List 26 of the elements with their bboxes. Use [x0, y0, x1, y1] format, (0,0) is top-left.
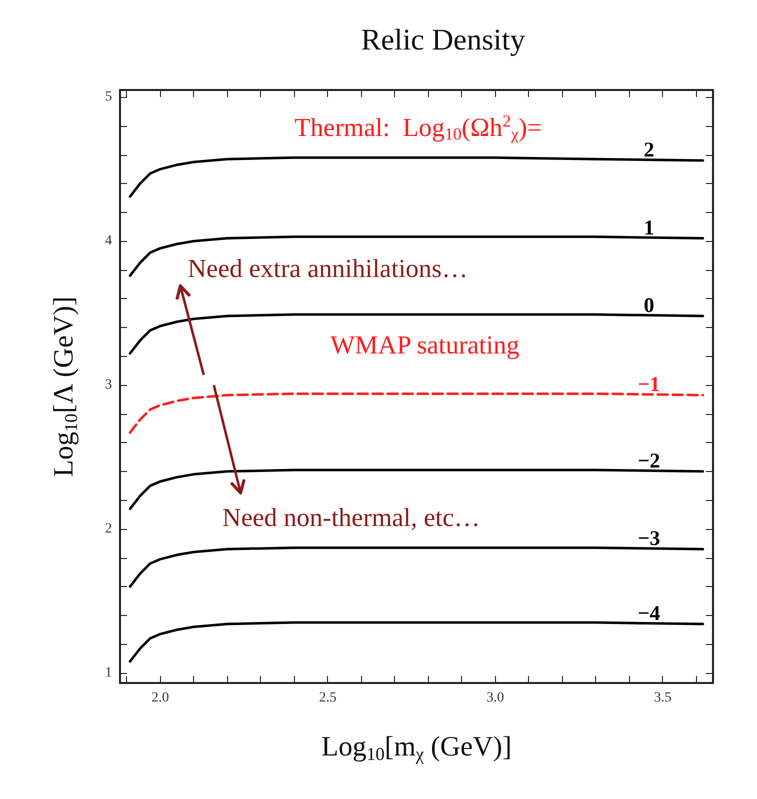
y-axis-title: Log10[Λ (GeV)] — [48, 296, 81, 477]
y-tick-label: 2 — [105, 521, 112, 536]
x-tick-label: 2.0 — [151, 690, 169, 706]
series-label: 1 — [644, 215, 654, 240]
series-label: −4 — [638, 600, 661, 625]
x-tick-label: 3.0 — [486, 690, 504, 706]
line-series — [128, 392, 704, 434]
annotation: Need non-thermal, etc… — [222, 502, 480, 532]
annotation: WMAP saturating — [330, 330, 520, 360]
line-series — [128, 546, 704, 588]
y-tick-label: 3 — [105, 378, 112, 393]
y-tick-label: 1 — [105, 665, 112, 680]
y-tick-label: 4 — [105, 234, 112, 249]
annotation: Need extra annihilations… — [188, 254, 468, 283]
x-tick-label: 3.5 — [654, 690, 672, 706]
series-label: 2 — [644, 138, 654, 162]
line-series — [128, 236, 704, 277]
series-label: −2 — [638, 448, 660, 472]
chart-title: Relic Density — [360, 24, 526, 56]
series-label: −3 — [638, 526, 660, 550]
line-series — [128, 621, 704, 663]
x-tick-label: 2.5 — [318, 690, 336, 706]
line-series — [128, 156, 704, 198]
series-label: 0 — [644, 292, 654, 317]
series-label: −1 — [638, 372, 660, 396]
y-tick-label: 5 — [105, 90, 112, 105]
